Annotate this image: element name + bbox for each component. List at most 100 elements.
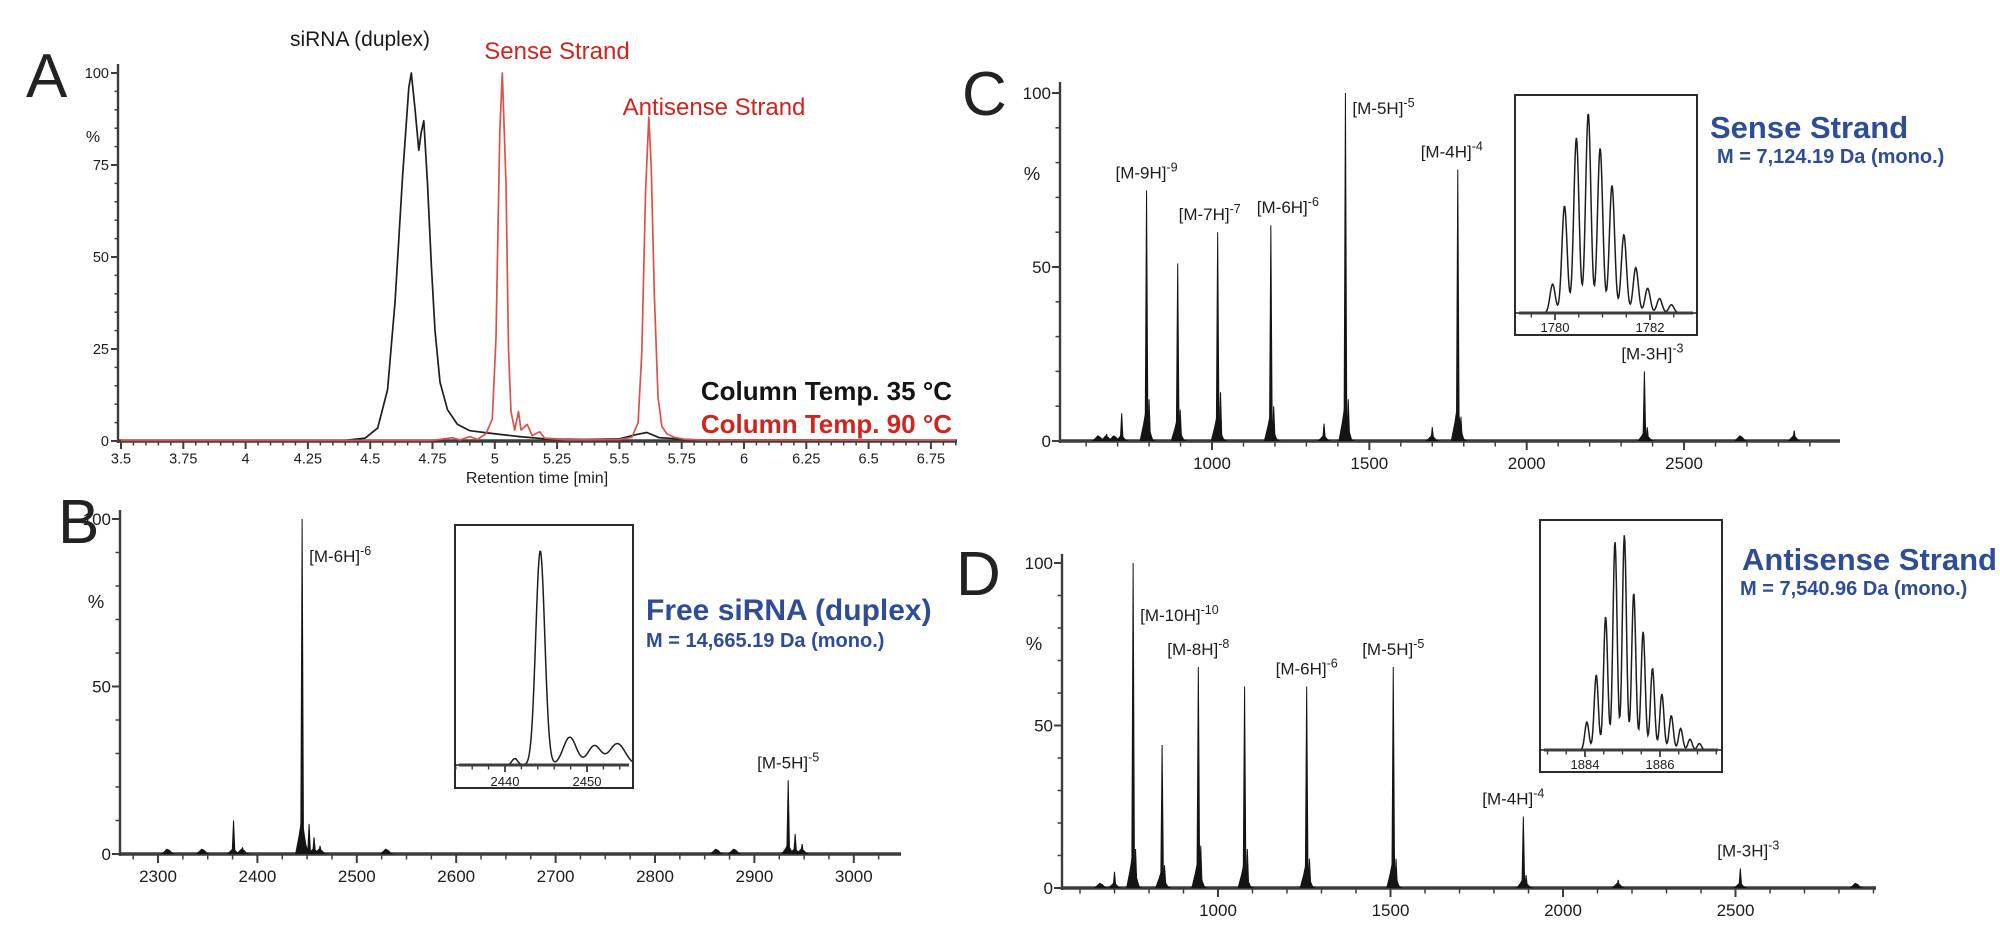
svg-text:3000: 3000	[835, 867, 873, 886]
svg-text:1000: 1000	[1199, 901, 1237, 920]
peak-label: [M-5H]-5	[1362, 637, 1424, 659]
peak	[1854, 884, 1859, 888]
peak	[1307, 858, 1312, 888]
svg-text:5.75: 5.75	[668, 451, 696, 467]
panel-c-title: Sense Strand	[1710, 110, 1909, 145]
svg-text:100: 100	[1025, 554, 1053, 573]
peak	[1738, 435, 1743, 441]
svg-text:2450: 2450	[573, 774, 602, 789]
svg-text:%: %	[86, 129, 100, 146]
peak	[1524, 875, 1528, 888]
legend-column-temp-90: Column Temp. 90 °C	[700, 409, 952, 439]
svg-text:2500: 2500	[1665, 454, 1703, 473]
peak	[1271, 406, 1276, 441]
svg-text:50: 50	[1034, 717, 1053, 736]
peak	[1322, 423, 1326, 441]
peak	[1133, 849, 1138, 888]
panel-b-letter: B	[58, 488, 100, 557]
peak	[1304, 686, 1309, 888]
svg-text:4.5: 4.5	[360, 451, 380, 467]
peak	[1738, 868, 1743, 888]
inset-border	[454, 524, 634, 789]
svg-text:50: 50	[1032, 258, 1051, 277]
svg-text:1500: 1500	[1372, 901, 1410, 920]
svg-text:0: 0	[101, 434, 109, 450]
panel-d-title: Antisense Strand	[1742, 542, 1997, 577]
svg-text:0: 0	[1042, 432, 1051, 451]
peak-label: [M-5H]-5	[1352, 96, 1414, 118]
peak	[1160, 745, 1165, 888]
svg-text:4: 4	[242, 451, 250, 467]
peak	[1112, 871, 1117, 888]
svg-text:4.75: 4.75	[418, 451, 446, 467]
svg-text:2900: 2900	[735, 867, 773, 886]
svg-text:25: 25	[93, 342, 109, 358]
svg-text:2300: 2300	[139, 867, 177, 886]
trace-90c	[121, 72, 956, 442]
peak	[312, 837, 316, 854]
svg-text:%: %	[1024, 163, 1040, 184]
panel-b-mass: M = 14,665.19 Da (mono.)	[646, 630, 885, 652]
svg-text:100: 100	[85, 66, 109, 82]
peak	[307, 823, 311, 854]
peak-label: [M-5H]-5	[757, 750, 819, 772]
svg-text:%: %	[1026, 633, 1042, 654]
peak	[732, 848, 737, 854]
peak	[1616, 879, 1621, 888]
svg-text:5.25: 5.25	[543, 451, 571, 467]
svg-text:6: 6	[740, 451, 748, 467]
peak-label: [M-4H]-4	[1482, 787, 1544, 809]
inset-border	[1514, 94, 1698, 336]
svg-text:2500: 2500	[338, 867, 376, 886]
svg-text:1886: 1886	[1646, 757, 1675, 772]
peak-label: [M-6H]-6	[1257, 195, 1319, 217]
panel-c-chart: 0 50 100 1000 1500 2000 2500% [M-9H]-9[M-7H]-7 […	[1023, 82, 1840, 473]
svg-text:6.5: 6.5	[859, 451, 879, 467]
peak	[200, 849, 205, 854]
peak	[1394, 858, 1398, 888]
peak-label: [M-3H]-3	[1717, 839, 1779, 861]
peak	[1131, 563, 1136, 888]
peak	[714, 849, 719, 854]
svg-text:2600: 2600	[437, 867, 475, 886]
svg-text:2440: 2440	[491, 774, 520, 789]
panel-b-title: Free siRNA (duplex)	[646, 594, 932, 627]
peak	[1112, 435, 1117, 441]
peak	[1391, 667, 1396, 888]
svg-text:75: 75	[93, 158, 109, 174]
svg-text:1884: 1884	[1571, 757, 1600, 772]
panel-b-chart: 0 50 100 2300 2400 2500 2600 2700 2800 2900 3000% […	[83, 510, 901, 886]
peak	[786, 780, 791, 854]
panel-d-mass: M = 7,540.96 Da (mono.)	[1740, 578, 1968, 600]
svg-text:3.75: 3.75	[169, 451, 197, 467]
peak	[800, 843, 805, 854]
peak	[1242, 686, 1247, 888]
panel-c-letter: C	[962, 60, 1007, 129]
panel-d-chart: 0 50 100 1000 1500 2000 2500% [M-10H]-10 [M-8H]-…	[1025, 519, 1876, 920]
panel-c-mass: M = 7,124.19 Da (mono.)	[1717, 146, 1945, 168]
svg-text:5: 5	[491, 451, 499, 467]
inset-border	[1539, 519, 1723, 773]
svg-text:2000: 2000	[1544, 901, 1582, 920]
peak	[1218, 392, 1223, 441]
svg-text:50: 50	[93, 250, 109, 266]
peak-label: [M-6H]-6	[1276, 657, 1338, 679]
peak-label: [M-7H]-7	[1179, 202, 1241, 224]
isotope-inset: 1884 1886	[1539, 519, 1723, 773]
svg-text:3.5: 3.5	[111, 451, 131, 467]
peak	[1245, 849, 1250, 888]
svg-text:%: %	[88, 591, 104, 612]
peak	[1198, 845, 1203, 888]
svg-text:6.25: 6.25	[792, 451, 820, 467]
peak	[240, 847, 245, 854]
peak	[1147, 399, 1151, 441]
peak	[318, 845, 322, 854]
svg-text:2800: 2800	[636, 867, 674, 886]
panel-a-letter: A	[26, 42, 68, 111]
peak	[1455, 169, 1460, 441]
isotope-inset: 2440 2450	[454, 524, 634, 789]
svg-text:1500: 1500	[1350, 454, 1388, 473]
peak	[1104, 434, 1109, 441]
